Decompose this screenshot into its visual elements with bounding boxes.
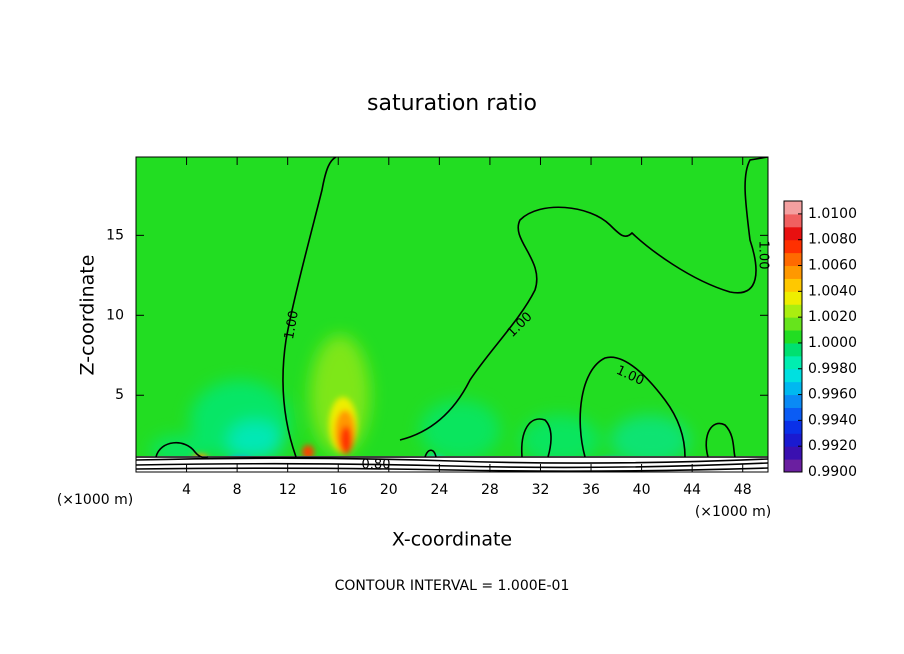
colorbar-band (784, 342, 802, 357)
x-tick-label: 4 (182, 482, 191, 498)
colorbar-band (784, 330, 802, 344)
y-tick-label: 10 (106, 307, 124, 323)
colorbar-tick-label: 1.0080 (808, 232, 857, 248)
x-tick-label: 32 (532, 482, 550, 498)
colorbar-band (784, 265, 802, 279)
colorbar-band (784, 407, 802, 421)
x-tick-label: 24 (430, 482, 448, 498)
field-shading (150, 335, 690, 465)
colorbar-band (784, 368, 802, 383)
colorbar-band (784, 420, 802, 434)
chart-title: saturation ratio (367, 91, 537, 116)
x-tick-label: 40 (633, 482, 651, 498)
colorbar-band (784, 226, 802, 241)
contour-lines (136, 157, 768, 472)
y-unit: (×1000 m) (57, 492, 133, 508)
x-tick-label: 48 (734, 482, 752, 498)
colorbar-band (784, 304, 802, 318)
x-tick-label: 16 (329, 482, 347, 498)
x-tick-label: 12 (279, 482, 297, 498)
x-unit: (×1000 m) (695, 504, 771, 520)
colorbar-tick-label: 0.9900 (808, 464, 857, 480)
colorbar-band (784, 355, 802, 370)
colorbar-band (784, 278, 802, 292)
colorbar-tick-label: 0.9960 (808, 387, 857, 403)
colorbar-band (784, 446, 802, 460)
colorbar-band (784, 317, 802, 331)
y-axis-title: Z-coordinate (77, 255, 99, 376)
colorbar-tick-label: 1.0020 (808, 309, 857, 325)
colorbar-band (784, 381, 802, 396)
y-tick-label: 15 (106, 227, 124, 243)
colorbar-band (784, 459, 802, 473)
x-tick-label: 28 (481, 482, 499, 498)
x-tick-label: 36 (582, 482, 600, 498)
colorbar-tick-label: 0.9980 (808, 361, 857, 377)
colorbar-band (784, 252, 802, 267)
x-axis-title: X-coordinate (392, 529, 512, 551)
contour-label: 1.00 (282, 309, 302, 340)
colorbar-tick-label: 0.9920 (808, 438, 857, 454)
x-tick-label: 8 (233, 482, 242, 498)
colorbar-band (784, 201, 802, 215)
colorbar-tick-label: 1.0000 (808, 335, 857, 351)
contour-field (136, 157, 768, 472)
footer: CONTOUR INTERVAL = 1.000E-01 (335, 578, 570, 594)
colorbar-tick-label: 1.0060 (808, 258, 857, 274)
colorbar-tick-label: 0.9940 (808, 412, 857, 428)
x-tick-label: 44 (683, 482, 701, 498)
colorbar-frame (783, 200, 803, 473)
y-tick-label: 5 (115, 387, 124, 403)
contour-label: 0.80 (362, 458, 391, 473)
x-tick-label: 20 (380, 482, 398, 498)
colorbar-band (784, 213, 802, 228)
contour-label: 1.00 (756, 241, 771, 270)
plot-frame (135, 156, 769, 473)
colorbar-band (784, 433, 802, 447)
colorbar-tick-label: 1.0100 (808, 206, 857, 222)
colorbar-band (784, 291, 802, 305)
colorbar-tick-label: 1.0040 (808, 283, 857, 299)
colorbar-band (784, 239, 802, 254)
colorbar-band (784, 394, 802, 408)
